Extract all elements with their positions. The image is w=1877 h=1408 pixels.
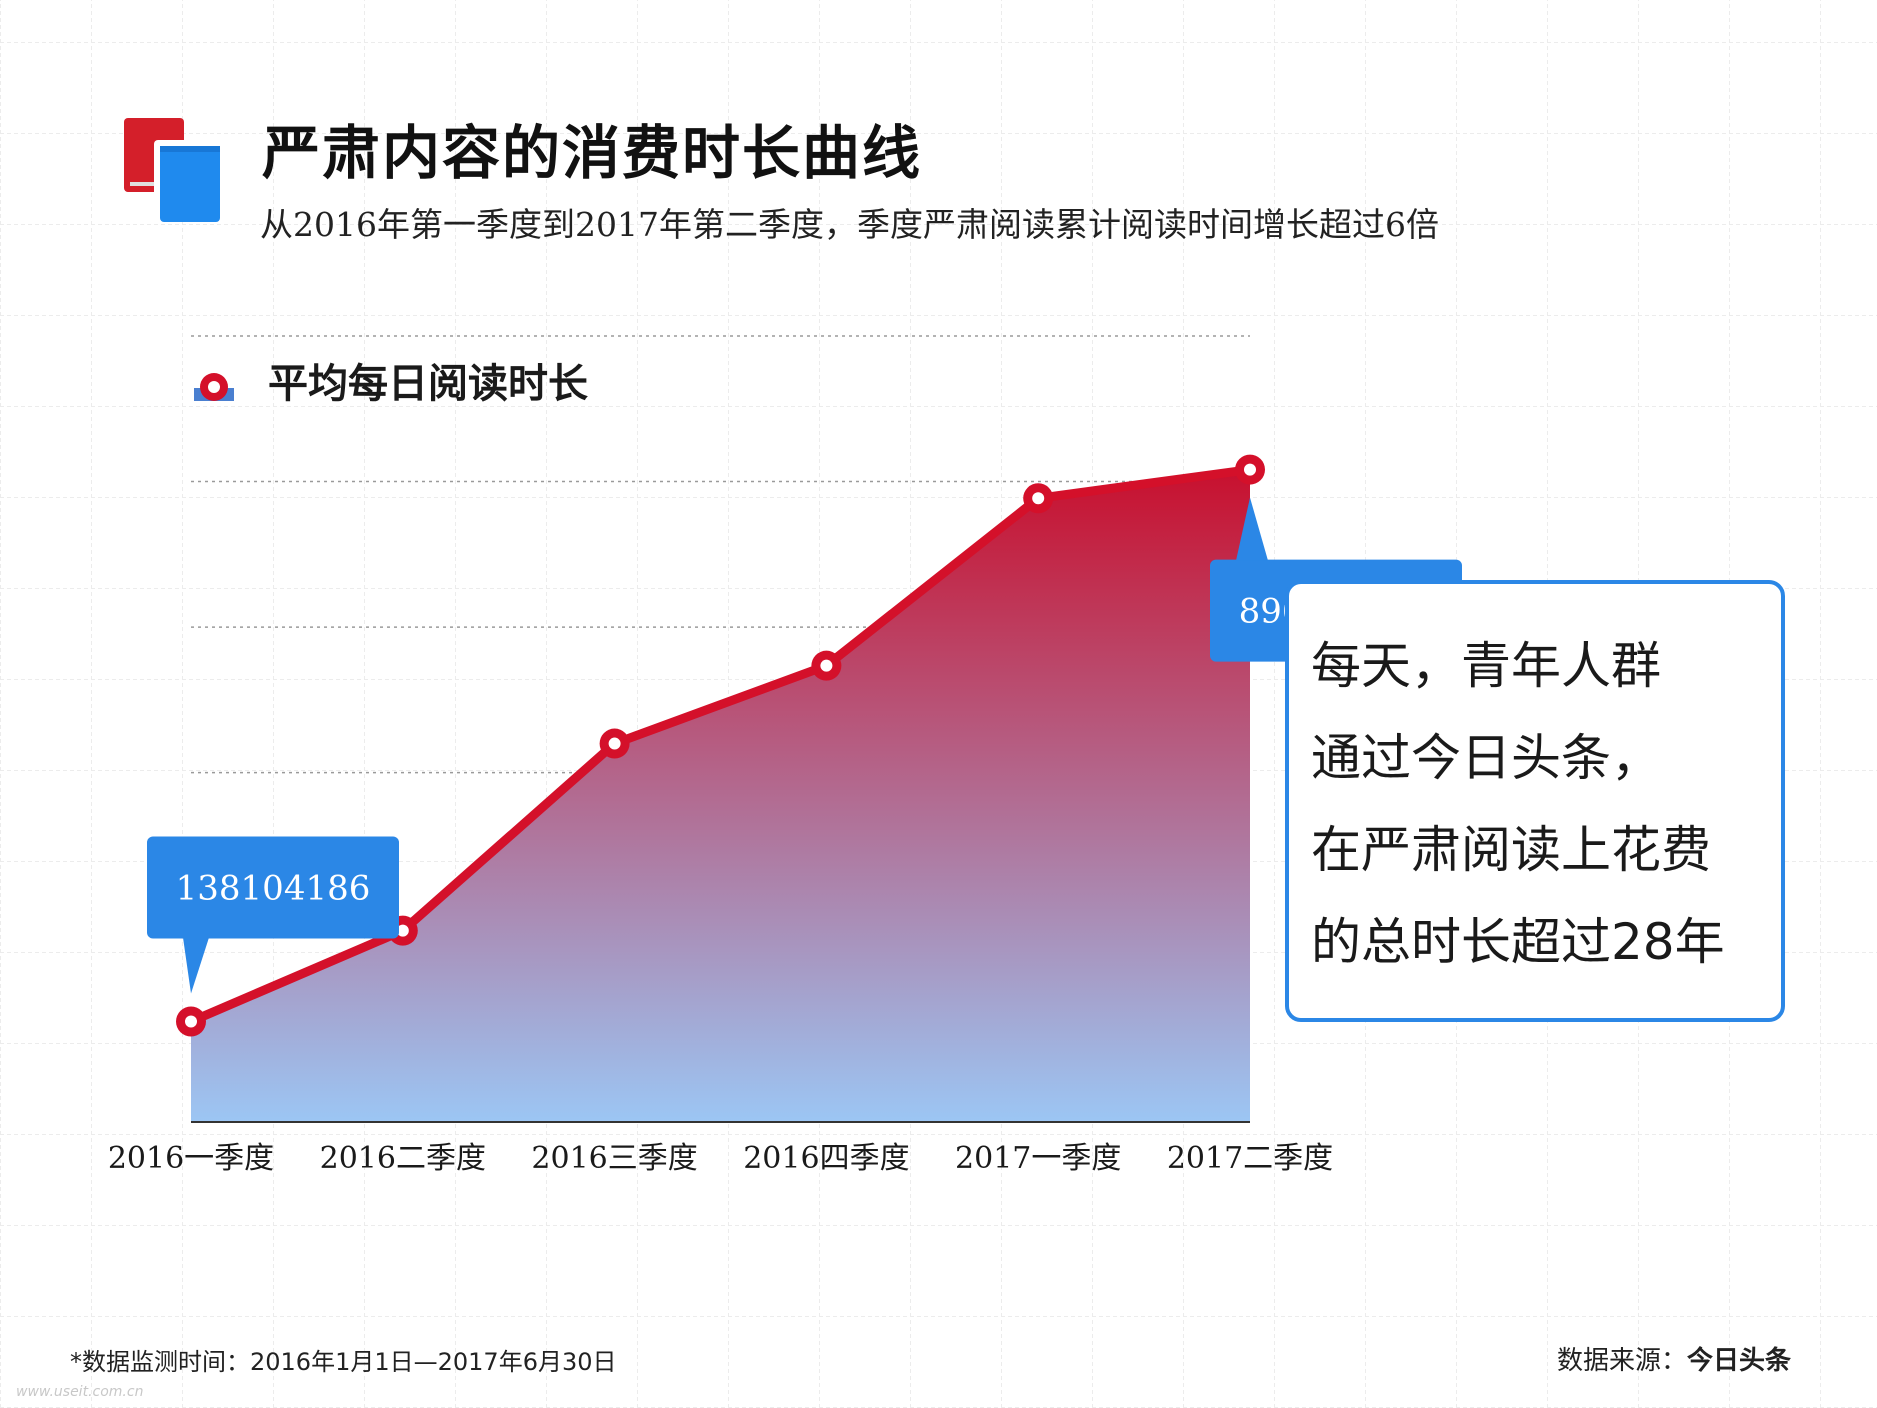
data-point-center (1244, 463, 1256, 476)
data-label-callout: 138104186 (147, 836, 399, 994)
data-point-center (396, 924, 409, 937)
callout-box (147, 836, 399, 939)
books-icon (124, 118, 220, 222)
x-tick-label: 2016三季度 (531, 1141, 697, 1176)
x-tick-label: 2017一季度 (955, 1141, 1121, 1176)
chart-subtitle: 从2016年第一季度到2017年第二季度，季度严肃阅读累计阅读时间增长超过6倍 (260, 205, 1439, 244)
data-source: 数据来源：今日头条 (1557, 1340, 1791, 1377)
x-tick-label: 2016四季度 (743, 1141, 909, 1176)
watermark: www.useit.com.cn (16, 1384, 144, 1400)
data-point-center (608, 737, 621, 750)
annotation-line: 每天，青年人群 (1311, 637, 1661, 695)
area-fill (191, 469, 1250, 1122)
chart-title: 严肃内容的消费时长曲线 (262, 119, 923, 187)
legend-marker-icon (194, 373, 234, 401)
series-line (189, 465, 1251, 1026)
data-point-center (1032, 492, 1045, 505)
annotation-box: 每天，青年人群 通过今日头条， 在严肃阅读上花费 的总时长超过28年 (1285, 580, 1785, 1022)
callout-pointer (1236, 497, 1268, 561)
callout-pointer (183, 937, 209, 994)
annotation-line: 通过今日头条， (1311, 729, 1661, 787)
x-tick-labels: 2016一季度 2016二季度 2016三季度 2016四季度 2017一季度 2017二… (108, 1141, 1333, 1176)
annotation-line: 的总时长超过28年 (1311, 913, 1725, 971)
annotation-line: 在严肃阅读上花费 (1311, 821, 1711, 879)
source-name: 今日头条 (1687, 1346, 1792, 1376)
x-tick-label: 2016二季度 (320, 1141, 486, 1176)
data-points (176, 454, 1265, 1037)
data-period-note: *数据监测时间：2016年1月1日—2017年6月30日 (70, 1348, 617, 1376)
legend-label: 平均每日阅读时长 (268, 361, 588, 407)
x-tick-label: 2017二季度 (1167, 1141, 1333, 1176)
callout-value: 138104186 (176, 868, 371, 908)
source-label: 数据来源： (1557, 1346, 1688, 1376)
data-point-center (820, 659, 833, 672)
data-point-center (185, 1015, 197, 1028)
legend: 平均每日阅读时长 (194, 361, 588, 407)
x-tick-label: 2016一季度 (108, 1141, 274, 1176)
